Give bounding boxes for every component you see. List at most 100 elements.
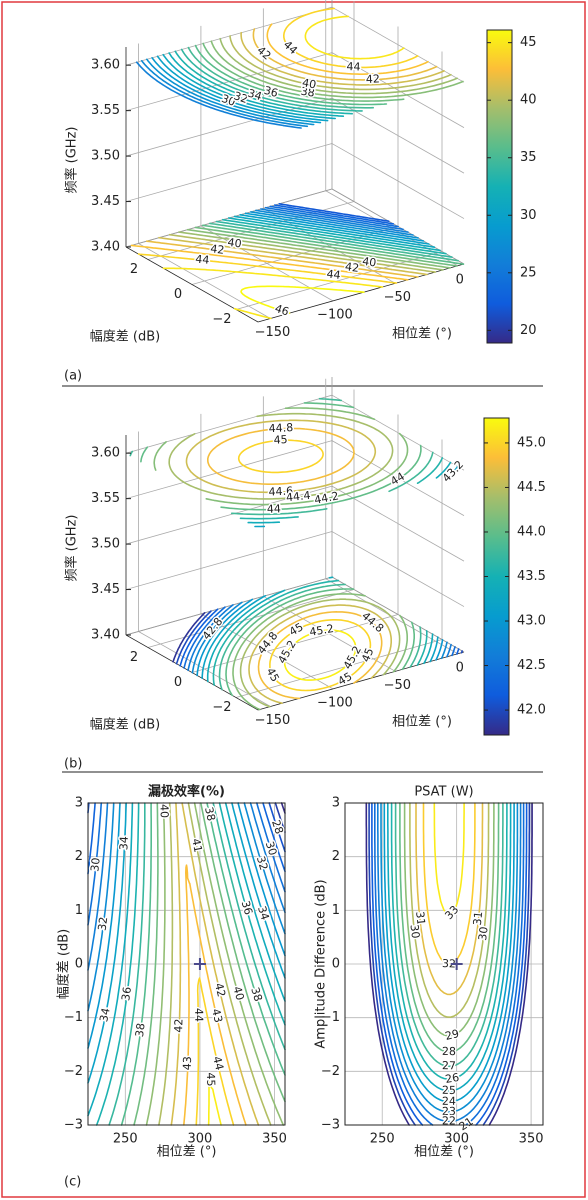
contour-line — [162, 267, 384, 320]
contour-label: 42 — [172, 1018, 185, 1032]
contour-label: 44.4 — [285, 489, 311, 505]
x-axis-label: 相位差 (°) — [414, 1145, 474, 1160]
box-edge — [125, 576, 333, 636]
z-tick-label: 3.55 — [91, 103, 120, 118]
y-tick-label: 2 — [130, 262, 138, 277]
contour-label: 40 — [157, 804, 170, 818]
contour-line — [146, 58, 315, 126]
contour-label: 30 — [476, 926, 491, 941]
contour-line — [195, 977, 235, 1126]
panel-label: (b) — [64, 757, 82, 772]
colorbar-tick-label: 40 — [520, 93, 537, 108]
contour-line — [183, 864, 247, 1126]
y-tick-label: 1 — [332, 903, 340, 918]
contour-label: 43 — [181, 1056, 195, 1070]
contour-line — [210, 40, 464, 99]
contour-label: 33 — [442, 903, 461, 922]
z-tick-label: 3.50 — [91, 149, 120, 164]
contour-label: 34 — [246, 87, 263, 104]
contour-line — [207, 427, 355, 485]
x-tick-label: −100 — [317, 695, 353, 710]
grid-line — [331, 143, 465, 219]
contour-line — [158, 802, 272, 1126]
x-tick-label: −150 — [255, 713, 291, 728]
contour-label: 44 — [192, 1008, 205, 1022]
colorbar-tick-label: 42.5 — [517, 658, 546, 673]
contour-line — [239, 214, 430, 245]
contour-line — [168, 233, 436, 273]
x-tick-label: 0 — [456, 272, 464, 287]
contour-label: 36 — [119, 986, 134, 1002]
contour-line — [146, 240, 419, 278]
marker — [193, 958, 206, 970]
contour-line — [252, 28, 438, 81]
contour-label: 44.8 — [268, 421, 293, 435]
contour-line — [158, 236, 428, 276]
grid-line — [125, 531, 333, 590]
contour-line — [130, 244, 409, 281]
grid-line — [331, 485, 465, 562]
axis-line — [257, 263, 465, 323]
contour-label: 29 — [444, 1027, 461, 1043]
contour-line — [371, 802, 528, 1126]
chart-title: PSAT (W) — [414, 785, 473, 800]
contour-label: 40 — [301, 76, 317, 91]
grid-line — [147, 201, 355, 260]
contour-line — [178, 231, 444, 271]
contour-line — [133, 802, 286, 1126]
contour-line — [168, 412, 394, 500]
contour-line — [179, 608, 460, 667]
contour-label: 42 — [212, 982, 228, 999]
y-tick-label: −2 — [212, 700, 231, 715]
contour-label: 28 — [269, 818, 286, 835]
marker — [450, 958, 463, 970]
x-tick-label: 250 — [370, 1132, 395, 1147]
contour-label: 36 — [239, 899, 255, 916]
contour-line — [140, 402, 422, 511]
contour-line — [254, 465, 459, 528]
contour-line — [183, 606, 456, 669]
plot-frame — [344, 802, 544, 1126]
contour-line — [399, 802, 500, 1053]
colorbar — [486, 29, 513, 344]
panel-label: (c) — [64, 1175, 81, 1190]
contour-line — [283, 7, 419, 69]
contour-line — [247, 461, 452, 524]
x-tick-label: 350 — [262, 1132, 287, 1147]
y-tick-label: 2 — [332, 849, 340, 864]
y-tick-label: 0 — [174, 287, 182, 302]
contour-line — [269, 619, 372, 692]
y-tick-label: 0 — [75, 957, 83, 972]
contour-line — [186, 228, 451, 269]
colorbar-tick-label: 44.5 — [517, 480, 546, 495]
contour-label: 42 — [366, 72, 381, 86]
contour-line — [237, 439, 324, 474]
colorbar-tick-label: 43.0 — [517, 614, 546, 629]
contour-line — [95, 802, 286, 1126]
contour-line — [206, 576, 434, 683]
y-tick-label: 2 — [75, 849, 83, 864]
z-axis-label: 频率 (GHz) — [64, 127, 80, 194]
contour-label: 38 — [202, 806, 218, 822]
contour-line — [255, 209, 414, 236]
contour-label: 36 — [262, 84, 279, 100]
contour-line — [191, 601, 448, 674]
contour-line — [240, 285, 365, 314]
contour-line — [409, 802, 490, 1018]
contour-line — [415, 802, 484, 996]
contour-label: 45.2 — [308, 622, 334, 639]
colorbar — [483, 417, 510, 736]
contour-label: 34 — [97, 1007, 112, 1023]
y-axis-label: 幅度差 (dB) — [90, 329, 160, 345]
x-tick-label: −150 — [255, 325, 291, 340]
contour-line — [172, 612, 206, 663]
contour-line — [260, 208, 409, 233]
contour-line — [394, 802, 504, 1068]
colorbar-tick-label: 44.0 — [517, 524, 546, 539]
z-tick-label: 3.60 — [91, 58, 120, 73]
z-tick-label: 3.40 — [91, 240, 120, 255]
contour-line — [239, 457, 444, 520]
contour-label: 40 — [361, 255, 377, 270]
contour-line — [244, 212, 425, 242]
